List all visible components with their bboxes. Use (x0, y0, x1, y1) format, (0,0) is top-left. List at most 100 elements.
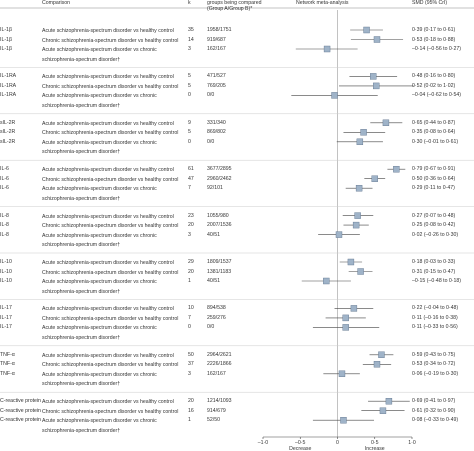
estimate-box (356, 138, 364, 146)
estimate-box (323, 277, 330, 285)
estimate-box (371, 175, 378, 182)
comparison: Chronic schizophrenia-spectrum disorder … (42, 223, 179, 230)
marker-label: IL-1RA (0, 92, 17, 99)
comparison: Acute schizophrenia-spectrum disorder vs… (42, 306, 174, 313)
k-value: 9 (188, 119, 191, 126)
smd-text: 0·25 (0·08 to 0·42) (412, 222, 456, 229)
k-value: 20 (188, 398, 194, 405)
estimate-box (370, 73, 377, 80)
k-value: 7 (188, 314, 191, 321)
comparison: Acute schizophrenia-spectrum disorder vs… (42, 260, 174, 266)
comparison: Acute schizophrenia-spectrum disorder vs… (42, 167, 174, 174)
estimate-box (340, 417, 347, 424)
estimate-box (350, 305, 358, 312)
estimate-box (360, 129, 367, 136)
smd-text: 0·79 (0·67 to 0·91) (412, 166, 456, 173)
k-value: 3 (188, 370, 191, 377)
participants: 331/340 (207, 119, 226, 126)
participants: 2226/1866 (207, 361, 232, 368)
participants: 894/538 (207, 305, 226, 312)
k-value: 5 (188, 129, 191, 136)
k-value: 37 (188, 361, 194, 368)
participants: 3677/2895 (207, 166, 232, 173)
marker-label: TNF-α (0, 351, 15, 358)
estimate-box (379, 407, 387, 414)
k-value: 47 (188, 175, 194, 182)
smd-text: 0·59 (0·43 to 0·75) (412, 351, 456, 358)
k-value: 1 (188, 278, 191, 284)
tick-label: 0 (336, 440, 339, 446)
estimate-box (355, 184, 363, 192)
smd-text: 0·08 (–0·33 to 0·49) (412, 417, 459, 424)
estimate-box (373, 361, 381, 368)
smd-text: 0·30 (–0·01 to 0·61) (412, 138, 459, 145)
participants: 769/205 (207, 82, 226, 89)
marker-label: C-reactive protein (0, 417, 41, 424)
comparison: Acute schizophrenia-spectrum disorder vs… (42, 399, 174, 406)
participants: 92/101 (207, 185, 223, 192)
smd-text: –0·04 (–0·62 to 0·54) (412, 92, 462, 99)
marker-label: IL-8 (0, 222, 9, 229)
col-header: Comparison (42, 0, 70, 6)
estimate-box (354, 212, 361, 219)
participants: 2960/2462 (207, 175, 232, 182)
participants: 162/167 (207, 370, 226, 377)
comparison: Acute schizophrenia-spectrum disorder vs… (42, 213, 174, 220)
k-value: 16 (188, 407, 194, 414)
k-value: 0 (188, 138, 191, 145)
comparison: Acute schizophrenia-spectrum disorder vs… (42, 371, 157, 388)
k-value: 20 (188, 222, 194, 229)
estimate-box (338, 370, 346, 377)
estimate-box (335, 231, 343, 238)
comparison: Chronic schizophrenia-spectrum disorder … (42, 269, 179, 276)
estimate-box (342, 324, 349, 331)
smd-text: 0·18 (0·03 to 0·33) (412, 259, 456, 265)
participants: 2964/2621 (207, 351, 232, 358)
comparison: Chronic schizophrenia-spectrum disorder … (42, 408, 179, 415)
marker-label: IL-8 (0, 212, 9, 219)
smd-text: 0·22 (–0·04 to 0·48) (412, 305, 459, 312)
estimate-box (385, 398, 393, 405)
participants: 1958/1751 (207, 27, 232, 33)
estimate-box (378, 351, 385, 358)
marker-label: TNF-α (0, 370, 15, 377)
comparison: Acute schizophrenia-spectrum disorder vs… (42, 279, 157, 295)
smd-text: 0·35 (0·08 to 0·64) (412, 129, 456, 136)
marker-label: IL-6 (0, 175, 9, 182)
comparison: Chronic schizophrenia-spectrum disorder … (42, 176, 179, 183)
smd-text: 0·50 (0·36 to 0·64) (412, 175, 456, 182)
comparison: Chronic schizophrenia-spectrum disorder … (42, 130, 179, 137)
k-value: 23 (188, 212, 194, 219)
k-value: 0 (188, 324, 191, 331)
estimate-box (342, 314, 349, 322)
estimate-box (331, 92, 338, 99)
k-value: 14 (188, 36, 194, 43)
smd-text: 0·29 (0·11 to 0·47) (412, 185, 455, 192)
comparison: Acute schizophrenia-spectrum disorder vs… (42, 28, 174, 34)
participants: 1055/980 (207, 212, 229, 219)
participants: 40/51 (207, 231, 220, 238)
marker-label: IL-1RA (0, 73, 17, 80)
marker-label: IL-17 (0, 305, 12, 312)
estimate-box (382, 119, 390, 127)
marker-label: IL-1RA (0, 82, 17, 89)
smd-text: 0·27 (0·07 to 0·48) (412, 212, 456, 219)
k-value: 3 (188, 231, 191, 238)
k-value: 3 (188, 46, 191, 52)
comparison: Acute schizophrenia-spectrum disorder vs… (42, 139, 157, 156)
participants: 1214/1093 (207, 398, 232, 405)
comparison: Acute schizophrenia-spectrum disorder vs… (42, 232, 157, 249)
participants: 1809/1537 (207, 259, 232, 265)
estimate-box (352, 221, 360, 229)
tick-label: –1·0 (257, 440, 269, 446)
participants: 259/276 (207, 314, 226, 321)
smd-text: 0·61 (0·32 to 0·90) (412, 407, 456, 414)
marker-label: IL-10 (0, 268, 12, 275)
tick-label: 0·5 (371, 440, 379, 446)
estimate-box (357, 268, 364, 275)
tick-label: 1·0 (408, 440, 416, 446)
comparison: Acute schizophrenia-spectrum disorder vs… (42, 120, 174, 127)
participants: 919/687 (207, 36, 226, 43)
smd-text: 0·39 (0·17 to 0·61) (412, 27, 456, 33)
marker-label: IL-1β (0, 36, 12, 43)
